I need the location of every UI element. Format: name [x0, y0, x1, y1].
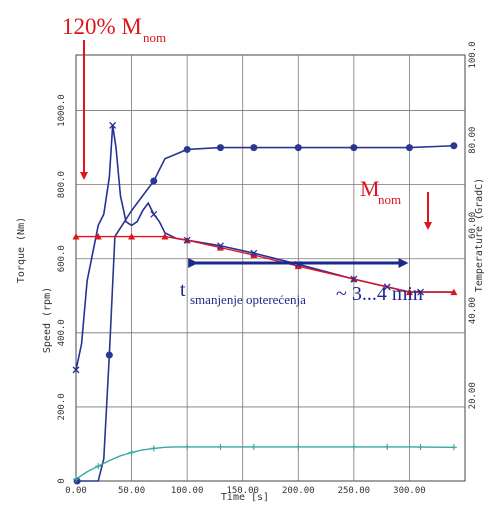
- reference-marker: [405, 288, 413, 296]
- temperature-marker: [73, 476, 79, 483]
- temperature-marker: [450, 444, 457, 451]
- torque-marker: [350, 275, 358, 283]
- x-tick-label: 150.00: [226, 486, 259, 496]
- left-tick-label: 600.0: [57, 245, 67, 272]
- label-120-m: 120% M: [62, 14, 142, 39]
- temperature-line: [75, 446, 454, 480]
- torque-marker: [72, 366, 80, 374]
- speed-marker: [150, 177, 158, 185]
- label-120-m-sub: nom: [143, 30, 166, 45]
- right-tick-label: 60.00: [468, 212, 478, 239]
- torque-marker: [217, 242, 224, 250]
- torque-marker: [417, 288, 425, 296]
- speed-marker: [294, 144, 302, 152]
- temperature-marker: [417, 444, 424, 451]
- torque-marker: [109, 121, 117, 129]
- temperature-marker: [184, 443, 191, 450]
- x-tick-label: 0.00: [65, 486, 87, 496]
- reference-marker: [94, 233, 102, 240]
- x-tick-label: 100.00: [171, 486, 204, 496]
- temperature-marker: [95, 463, 102, 470]
- torque-marker: [250, 249, 258, 257]
- speed-marker: [183, 145, 191, 153]
- right-tick-label: 40.00: [468, 297, 478, 324]
- left-tick-label: 200.0: [57, 393, 67, 420]
- reference-marker: [450, 288, 458, 296]
- left-tick-labels: 0 200.0 400.0 600.0 800.0 1000.0: [57, 94, 67, 483]
- label-m-sub: nom: [378, 192, 401, 207]
- temperature-marker: [150, 445, 157, 452]
- annotation-interval: t smanjenje opterećenja ~ 3...4 min: [180, 258, 423, 307]
- left-tick-label: 400.0: [57, 319, 67, 346]
- speed-marker: [216, 144, 224, 152]
- right-tick-label: 100.0: [468, 41, 478, 68]
- speed-axis-label: Speed (rpm): [42, 287, 53, 353]
- x-tick-label: 200.00: [282, 486, 315, 496]
- label-t: t: [180, 279, 186, 301]
- temperature-marker: [250, 443, 257, 450]
- right-tick-label: 20.00: [468, 382, 478, 409]
- left-tick-label: 1000.0: [57, 94, 67, 127]
- torque-marker: [383, 283, 391, 291]
- speed-marker: [350, 144, 358, 152]
- plot-background: [75, 54, 466, 482]
- left-tick-label: 0: [57, 478, 67, 483]
- temperature-marker: [217, 443, 224, 450]
- reference-marker: [250, 251, 258, 259]
- x-tick-label: 50.00: [118, 486, 145, 496]
- reference-marker: [216, 244, 224, 251]
- temperature-marker: [295, 443, 302, 450]
- temperature-marker: [128, 449, 135, 456]
- right-tick-label: 80.00: [468, 127, 478, 154]
- x-tick-label: 250.00: [338, 486, 371, 496]
- temperature-marker: [384, 443, 391, 450]
- temperature-marker: [350, 443, 357, 450]
- torque-marker: [183, 236, 191, 244]
- reference-marker: [72, 233, 80, 240]
- speed-marker: [450, 142, 458, 150]
- torque-axis-label: Torque (Nm): [16, 217, 27, 283]
- label-t-sub: smanjenje opterećenja: [190, 292, 306, 307]
- annotation-mnom: M nom: [360, 176, 432, 230]
- annotation-120-mnom: 120% M nom: [62, 14, 166, 180]
- label-duration: ~ 3...4 min: [336, 283, 423, 305]
- right-tick-labels: 20.00 40.00 60.00 80.00 100.0: [468, 41, 478, 409]
- speed-marker: [405, 144, 413, 152]
- speed-marker: [105, 351, 113, 359]
- temperature-axis-label: Temperature (GradC): [474, 178, 485, 292]
- x-tick-labels: 0.00 50.00 100.00 150.00 200.00 250.00 300.00: [65, 486, 426, 496]
- left-tick-label: 800.0: [57, 171, 67, 198]
- torque-marker: [150, 210, 158, 218]
- label-m: M: [360, 176, 380, 201]
- reference-marker: [128, 233, 136, 240]
- x-axis-label: Time [s]: [221, 492, 269, 503]
- x-tick-label: 300.00: [393, 486, 426, 496]
- speed-line: [76, 144, 454, 482]
- series-group: [72, 121, 458, 485]
- speed-marker: [250, 144, 258, 152]
- reference-marker: [161, 233, 169, 240]
